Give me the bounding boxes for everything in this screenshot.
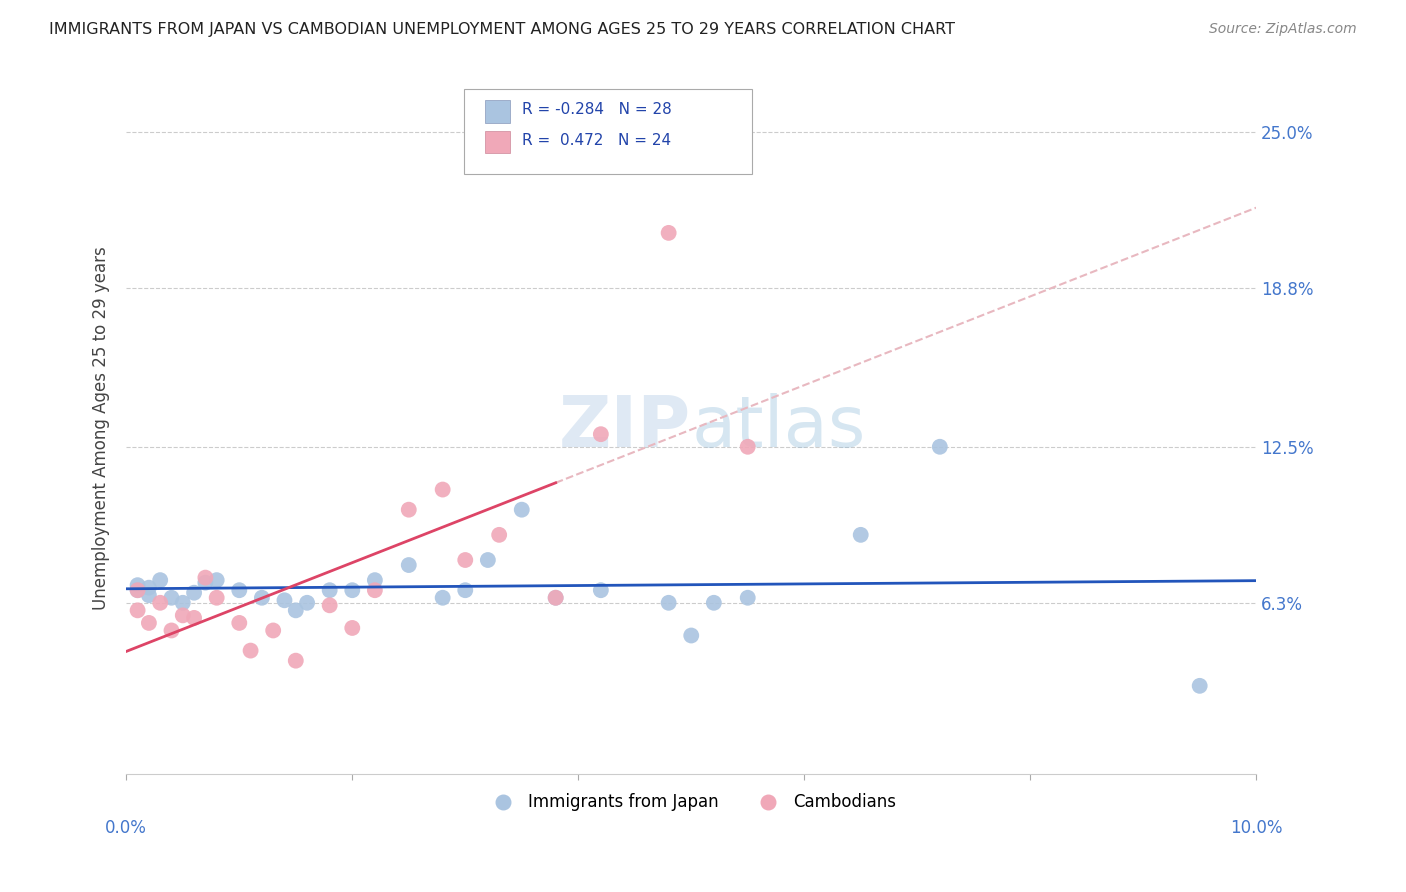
Text: 10.0%: 10.0% <box>1230 819 1282 838</box>
Point <box>295 596 318 610</box>
Text: IMMIGRANTS FROM JAPAN VS CAMBODIAN UNEMPLOYMENT AMONG AGES 25 TO 29 YEARS CORREL: IMMIGRANTS FROM JAPAN VS CAMBODIAN UNEMP… <box>49 22 955 37</box>
Point <box>284 603 307 617</box>
Point <box>172 608 194 623</box>
Point <box>342 621 364 635</box>
Text: ZIP: ZIP <box>560 393 692 462</box>
Point <box>318 583 340 598</box>
Point <box>138 588 160 602</box>
Point <box>127 578 149 592</box>
Point <box>681 628 703 642</box>
Point <box>589 427 612 442</box>
Point <box>1188 679 1211 693</box>
Point <box>454 553 477 567</box>
Point <box>589 583 612 598</box>
Point <box>228 615 250 630</box>
Point <box>703 596 725 610</box>
Point <box>205 591 228 605</box>
Point <box>149 596 172 610</box>
Y-axis label: Unemployment Among Ages 25 to 29 years: Unemployment Among Ages 25 to 29 years <box>93 246 110 610</box>
Point <box>273 593 295 607</box>
Text: 0.0%: 0.0% <box>105 819 148 838</box>
Point <box>544 591 567 605</box>
Point <box>488 528 510 542</box>
Point <box>432 591 454 605</box>
Point <box>454 583 477 598</box>
Point <box>250 591 273 605</box>
Point <box>183 585 205 599</box>
Text: Source: ZipAtlas.com: Source: ZipAtlas.com <box>1209 22 1357 37</box>
Point <box>544 591 567 605</box>
Point <box>284 654 307 668</box>
Point <box>262 624 284 638</box>
Point <box>364 583 387 598</box>
Point <box>228 583 250 598</box>
Point <box>928 440 950 454</box>
Point <box>239 643 262 657</box>
Point <box>737 440 759 454</box>
Point <box>342 583 364 598</box>
Point <box>477 553 499 567</box>
Text: atlas: atlas <box>692 393 866 462</box>
Point <box>194 571 217 585</box>
Point <box>849 528 872 542</box>
Point <box>432 483 454 497</box>
Point <box>398 502 420 516</box>
Point <box>205 573 228 587</box>
Point <box>737 591 759 605</box>
Point <box>194 575 217 590</box>
Point <box>364 573 387 587</box>
Point <box>149 573 172 587</box>
Point <box>658 596 681 610</box>
Point <box>127 583 149 598</box>
Point <box>318 599 340 613</box>
Point <box>138 581 160 595</box>
Point <box>183 611 205 625</box>
Point <box>510 502 533 516</box>
Point <box>127 603 149 617</box>
Point <box>127 583 149 598</box>
Point <box>398 558 420 572</box>
Point <box>658 226 681 240</box>
Text: R =  0.472   N = 24: R = 0.472 N = 24 <box>522 133 671 147</box>
Point <box>172 596 194 610</box>
Text: R = -0.284   N = 28: R = -0.284 N = 28 <box>522 103 672 117</box>
Point <box>160 624 183 638</box>
Legend: Immigrants from Japan, Cambodians: Immigrants from Japan, Cambodians <box>479 786 903 817</box>
Point <box>138 615 160 630</box>
Point <box>160 591 183 605</box>
